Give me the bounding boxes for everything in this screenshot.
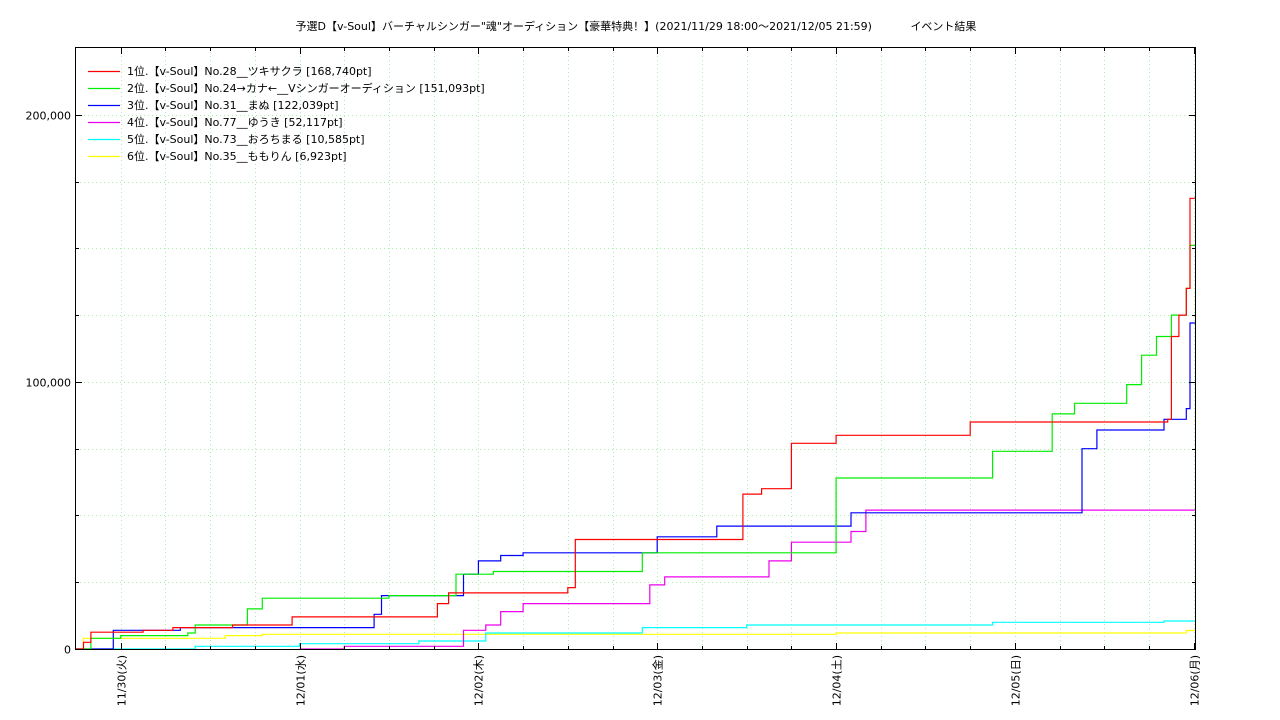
- y-tick-label: 0: [64, 644, 71, 657]
- series-lines: [76, 197, 1196, 650]
- axis-ticks: 0 100,000 200,000 11/30(火) 12/01(水) 12/02(木) 1…: [26, 48, 1202, 706]
- legend-label: 3位.【v-Soul】No.31__まぬ [122,039pt]: [127, 98, 339, 112]
- series-line: [76, 244, 1195, 650]
- series-line: [299, 509, 1196, 650]
- series-line: [76, 197, 1195, 650]
- x-tick-label: 12/02(木): [473, 655, 486, 706]
- x-tick-label: 12/06(月): [1189, 655, 1202, 706]
- legend-label: 2位.【v-Soul】No.24→カナ←__Vシンガーオーディション [151,…: [127, 81, 485, 95]
- legend-label: 5位.【v-Soul】No.73__おろちまる [10,585pt]: [127, 132, 365, 146]
- legend-label: 1位.【v-Soul】No.28__ツキサクラ [168,740pt]: [127, 64, 372, 78]
- y-tick-label: 200,000: [26, 110, 72, 123]
- series-line: [98, 620, 1196, 650]
- x-tick-label: 12/01(水): [295, 655, 308, 706]
- legend-label: 4位.【v-Soul】No.77__ゆうき [52,117pt]: [127, 115, 343, 129]
- plot-frame: [75, 47, 1196, 650]
- x-tick-label: 11/30(火): [116, 655, 129, 706]
- legend: 1位.【v-Soul】No.28__ツキサクラ [168,740pt] 2位.【v…: [88, 64, 485, 163]
- x-tick-label: 12/04(土): [831, 655, 844, 706]
- legend-label: 6位.【v-Soul】No.35__ももりん [6,923pt]: [127, 149, 347, 163]
- series-line: [76, 322, 1195, 650]
- chart-title: 予選D【v-Soul】バーチャルシンガー"魂"オーディション【豪華特典！】(20…: [0, 18, 1272, 34]
- y-tick-label: 100,000: [26, 377, 72, 390]
- chart-title-main: 予選D【v-Soul】バーチャルシンガー"魂"オーディション【豪華特典！】(20…: [295, 20, 872, 33]
- chart-subtitle: イベント結果: [910, 20, 977, 33]
- x-tick-label: 12/05(日): [1010, 655, 1023, 706]
- grid: [76, 48, 1195, 649]
- x-tick-label: 12/03(金): [651, 655, 665, 706]
